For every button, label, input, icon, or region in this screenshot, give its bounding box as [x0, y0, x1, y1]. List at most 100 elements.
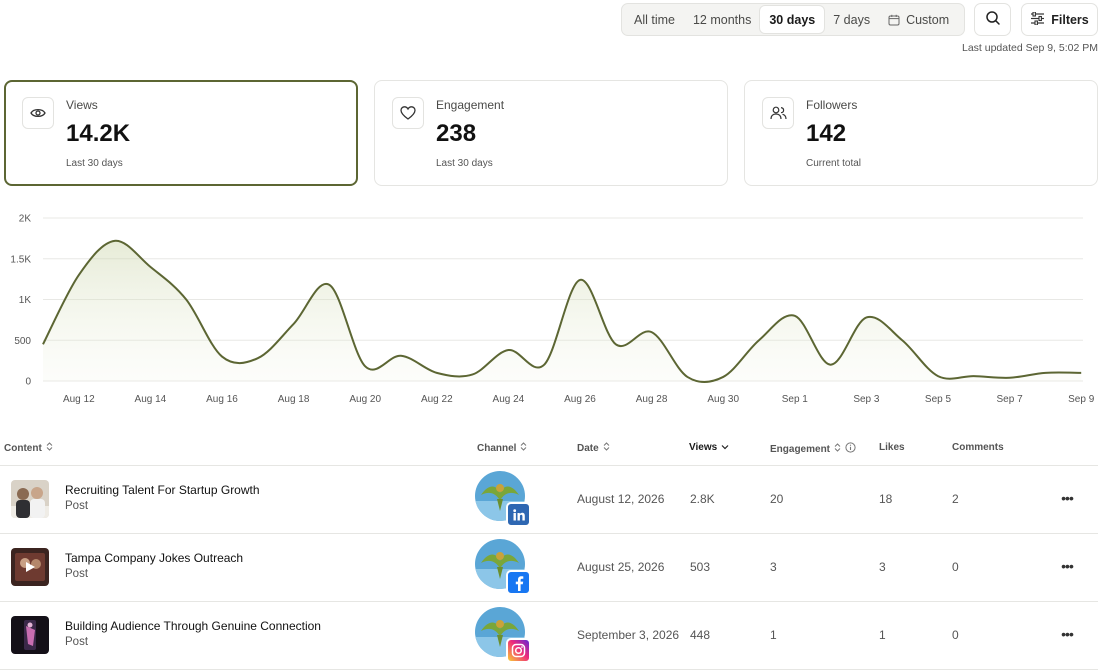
sort-icon [46, 442, 53, 454]
followers-card[interactable]: Followers 142 Current total [744, 80, 1098, 186]
post-views: 2.8K [690, 492, 715, 506]
followers-subtext: Current total [806, 158, 862, 169]
filters-button[interactable]: Filters [1021, 3, 1098, 36]
engagement-label: Engagement [436, 98, 505, 112]
x-tick-label: Aug 20 [349, 394, 381, 405]
table-divider [0, 465, 1098, 466]
post-views: 448 [690, 628, 711, 642]
date-range-selector: All time 12 months 30 days 7 days Custom [621, 3, 965, 36]
post-likes: 1 [879, 628, 886, 642]
post-type: Post [65, 500, 89, 512]
range-7-days-button[interactable]: 7 days [833, 12, 871, 27]
post-comments: 0 [952, 628, 959, 642]
views-card[interactable]: Views 14.2K Last 30 days [4, 80, 358, 186]
sort-icon [603, 442, 610, 454]
post-views: 503 [690, 560, 711, 574]
post-likes: 3 [879, 560, 886, 574]
calendar-icon [888, 14, 900, 26]
post-title[interactable]: Recruiting Talent For Startup Growth [65, 483, 260, 497]
y-tick-label: 1.5K [10, 254, 31, 265]
chart-series-line [42, 239, 1082, 384]
col-comments-header[interactable]: Comments [952, 442, 1004, 453]
range-custom-button[interactable]: Custom [879, 6, 958, 33]
post-title[interactable]: Tampa Company Jokes Outreach [65, 551, 244, 565]
post-thumbnail [11, 548, 49, 586]
engagement-value: 238 [436, 120, 477, 147]
post-date: August 25, 2026 [577, 560, 665, 574]
table-row[interactable]: Building Audience Through Genuine Connec… [0, 602, 1100, 669]
last-updated-text: Last updated Sep 9, 5:02 PM [961, 42, 1098, 54]
post-engagement: 20 [770, 492, 784, 506]
range-all-time-button[interactable]: All time [634, 12, 675, 27]
x-tick-label: Aug 22 [421, 394, 453, 405]
table-row[interactable]: Recruiting Talent For Startup Growth Pos… [0, 466, 1100, 533]
col-channel-header[interactable]: Channel [477, 442, 527, 454]
col-views-label: Views [689, 442, 718, 453]
more-options-button[interactable]: ••• [1061, 558, 1074, 574]
users-icon [762, 97, 794, 129]
post-engagement: 3 [770, 560, 777, 574]
y-tick-label: 500 [14, 336, 31, 347]
range-custom-label: Custom [906, 12, 950, 27]
x-tick-label: Sep 1 [782, 394, 809, 405]
col-content-header[interactable]: Content [4, 442, 53, 454]
table-divider [0, 533, 1098, 534]
filters-label: Filters [1051, 12, 1089, 27]
post-likes: 18 [879, 492, 893, 506]
facebook-icon [506, 570, 531, 595]
x-tick-label: Aug 28 [636, 394, 668, 405]
post-title[interactable]: Building Audience Through Genuine Connec… [65, 619, 321, 633]
x-tick-label: Sep 5 [925, 394, 952, 405]
x-tick-label: Sep 9 [1068, 394, 1095, 405]
views-label: Views [66, 98, 98, 112]
post-comments: 2 [952, 492, 959, 506]
post-thumbnail [11, 480, 49, 518]
post-type: Post [65, 636, 89, 648]
x-tick-label: Aug 12 [63, 394, 95, 405]
post-thumbnail [11, 616, 49, 654]
x-tick-label: Sep 7 [997, 394, 1024, 405]
sliders-icon [1030, 10, 1045, 28]
col-date-label: Date [577, 442, 599, 454]
search-button[interactable] [974, 3, 1011, 36]
table-divider [0, 601, 1098, 602]
post-comments: 0 [952, 560, 959, 574]
followers-value: 142 [806, 120, 847, 147]
chevron-down-icon [721, 442, 729, 453]
post-date: September 3, 2026 [577, 628, 680, 642]
post-date: August 12, 2026 [577, 492, 665, 506]
instagram-icon [506, 638, 531, 663]
col-views-header[interactable]: Views [689, 442, 729, 453]
range-30-days-button[interactable]: 30 days [760, 6, 825, 33]
x-tick-label: Aug 14 [135, 394, 167, 405]
col-content-label: Content [4, 442, 42, 454]
col-likes-header[interactable]: Likes [879, 442, 905, 453]
x-tick-label: Sep 3 [853, 394, 880, 405]
more-options-button[interactable]: ••• [1061, 490, 1074, 506]
col-engagement-header[interactable]: Engagement [770, 442, 856, 456]
info-icon[interactable] [845, 442, 856, 456]
eye-icon [22, 97, 54, 129]
sort-icon [520, 442, 527, 454]
engagement-card[interactable]: Engagement 238 Last 30 days [374, 80, 728, 186]
y-tick-label: 0 [25, 377, 31, 388]
col-engagement-label: Engagement [770, 443, 831, 455]
views-area-chart: 0 500 1K 1.5K 2K Aug 12 Aug 14 Aug 16 Aug 18 Aug… [10, 214, 1095, 406]
chart-area-fill [43, 240, 1082, 383]
table-row[interactable]: Tampa Company Jokes Outreach Post August… [0, 534, 1100, 601]
views-value: 14.2K [66, 120, 131, 147]
x-tick-label: Aug 16 [206, 394, 238, 405]
y-tick-label: 1K [19, 295, 32, 306]
post-engagement: 1 [770, 628, 777, 642]
col-date-header[interactable]: Date [577, 442, 610, 454]
col-channel-label: Channel [477, 442, 517, 454]
search-icon [985, 10, 1001, 29]
x-tick-label: Aug 26 [564, 394, 596, 405]
range-12-months-button[interactable]: 12 months [692, 12, 752, 27]
more-options-button[interactable]: ••• [1061, 626, 1074, 642]
engagement-subtext: Last 30 days [436, 158, 493, 169]
views-subtext: Last 30 days [66, 158, 123, 169]
heart-icon [392, 97, 424, 129]
x-tick-label: Aug 30 [707, 394, 739, 405]
x-tick-label: Aug 24 [493, 394, 525, 405]
